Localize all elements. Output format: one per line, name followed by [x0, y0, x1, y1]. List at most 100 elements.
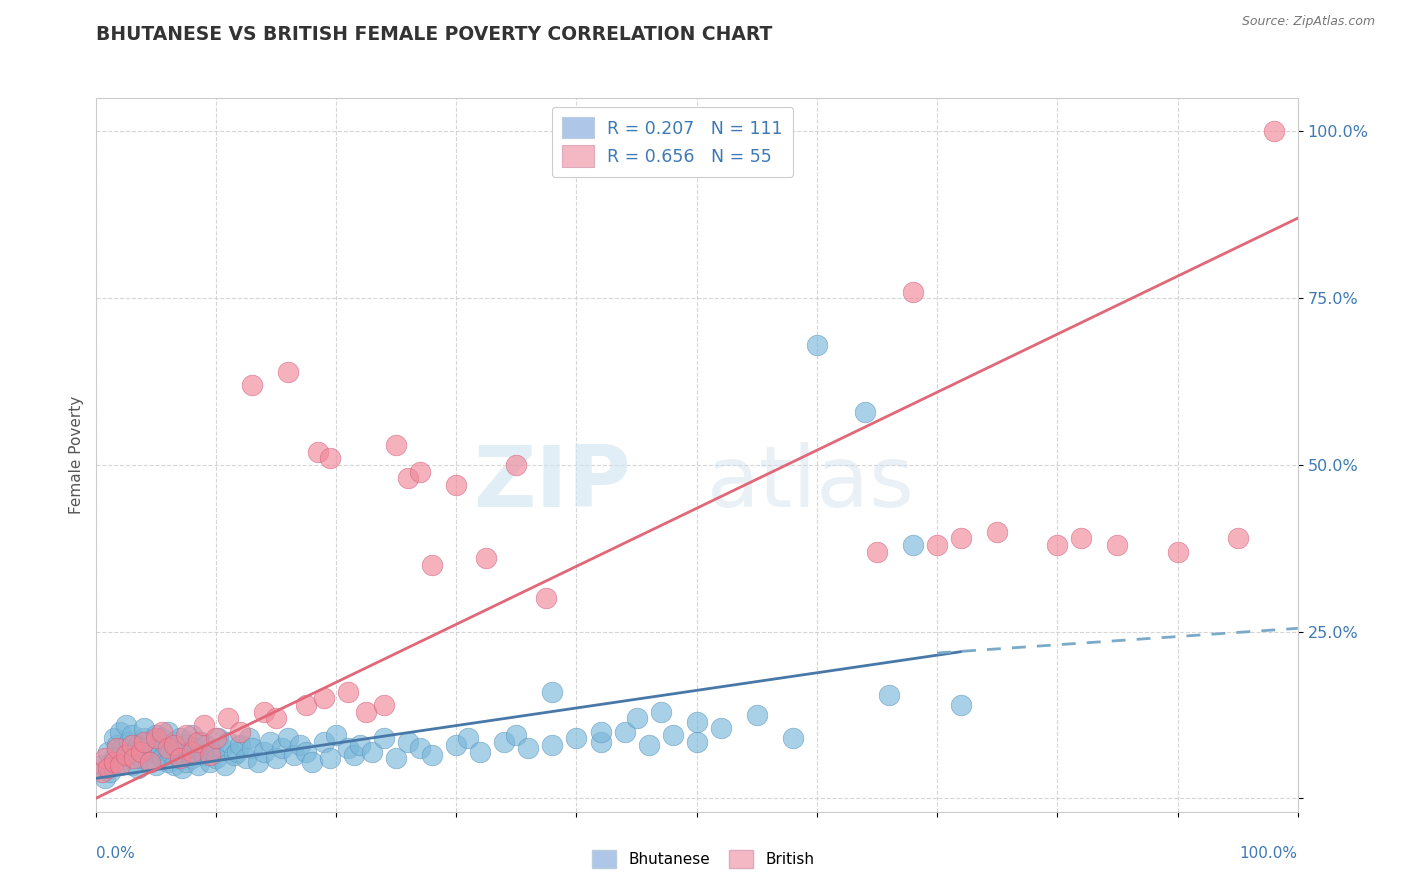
- Point: [1107, 538, 1129, 552]
- Point: [238, 731, 260, 746]
- Point: [541, 684, 564, 698]
- Point: [105, 738, 128, 752]
- Point: [114, 747, 136, 762]
- Point: [259, 734, 281, 748]
- Point: [277, 731, 299, 746]
- Point: [129, 745, 152, 759]
- Point: [114, 747, 136, 762]
- Point: [565, 731, 588, 746]
- Point: [198, 747, 221, 762]
- Point: [205, 731, 228, 746]
- Point: [98, 764, 121, 779]
- Point: [180, 745, 202, 759]
- Point: [517, 741, 540, 756]
- Point: [207, 731, 229, 746]
- Point: [108, 758, 131, 772]
- Point: [135, 741, 157, 756]
- Point: [626, 711, 648, 725]
- Point: [866, 544, 889, 558]
- Point: [90, 764, 112, 779]
- Point: [105, 741, 128, 756]
- Point: [108, 755, 131, 769]
- Point: [319, 751, 342, 765]
- Point: [337, 741, 360, 756]
- Point: [150, 751, 173, 765]
- Point: [108, 724, 131, 739]
- Point: [240, 377, 263, 392]
- Point: [169, 731, 191, 746]
- Point: [122, 745, 145, 759]
- Point: [180, 751, 202, 765]
- Point: [337, 684, 360, 698]
- Point: [1226, 531, 1249, 545]
- Point: [457, 731, 479, 746]
- Point: [145, 731, 167, 746]
- Point: [271, 741, 294, 756]
- Point: [710, 722, 733, 736]
- Point: [127, 738, 149, 752]
- Point: [349, 738, 371, 752]
- Point: [198, 755, 221, 769]
- Point: [385, 751, 408, 765]
- Point: [174, 738, 197, 752]
- Point: [246, 755, 269, 769]
- Point: [146, 741, 169, 756]
- Point: [163, 734, 186, 748]
- Point: [179, 745, 201, 759]
- Point: [229, 724, 252, 739]
- Point: [253, 705, 276, 719]
- Point: [1046, 538, 1069, 552]
- Point: [103, 755, 125, 769]
- Point: [686, 734, 709, 748]
- Point: [354, 705, 377, 719]
- Point: [277, 365, 299, 379]
- Point: [325, 728, 347, 742]
- Point: [312, 734, 335, 748]
- Legend: R = 0.207   N = 111, R = 0.656   N = 55: R = 0.207 N = 111, R = 0.656 N = 55: [553, 107, 793, 177]
- Point: [156, 755, 179, 769]
- Point: [686, 714, 709, 729]
- Point: [103, 731, 125, 746]
- Point: [129, 751, 152, 765]
- Point: [613, 724, 636, 739]
- Point: [183, 741, 205, 756]
- Point: [217, 711, 239, 725]
- Point: [396, 471, 419, 485]
- Point: [950, 698, 973, 712]
- Point: [494, 734, 516, 748]
- Point: [114, 718, 136, 732]
- Point: [174, 728, 197, 742]
- Point: [174, 755, 197, 769]
- Point: [94, 751, 117, 765]
- Point: [132, 722, 155, 736]
- Point: [396, 734, 419, 748]
- Point: [155, 738, 177, 752]
- Point: [132, 734, 155, 748]
- Point: [782, 731, 804, 746]
- Point: [253, 745, 276, 759]
- Point: [986, 524, 1008, 539]
- Point: [240, 741, 263, 756]
- Point: [163, 758, 186, 772]
- Point: [901, 285, 924, 299]
- Point: [444, 478, 467, 492]
- Text: 100.0%: 100.0%: [1240, 847, 1298, 861]
- Point: [373, 698, 395, 712]
- Point: [193, 718, 215, 732]
- Point: [217, 734, 239, 748]
- Point: [214, 758, 236, 772]
- Point: [202, 745, 225, 759]
- Point: [195, 738, 218, 752]
- Point: [142, 745, 165, 759]
- Point: [637, 738, 659, 752]
- Point: [307, 444, 329, 458]
- Point: [295, 745, 318, 759]
- Point: [475, 551, 498, 566]
- Point: [361, 745, 384, 759]
- Point: [122, 751, 145, 765]
- Point: [156, 741, 179, 756]
- Point: [444, 738, 467, 752]
- Point: [343, 747, 366, 762]
- Text: Source: ZipAtlas.com: Source: ZipAtlas.com: [1241, 15, 1375, 28]
- Point: [94, 772, 117, 786]
